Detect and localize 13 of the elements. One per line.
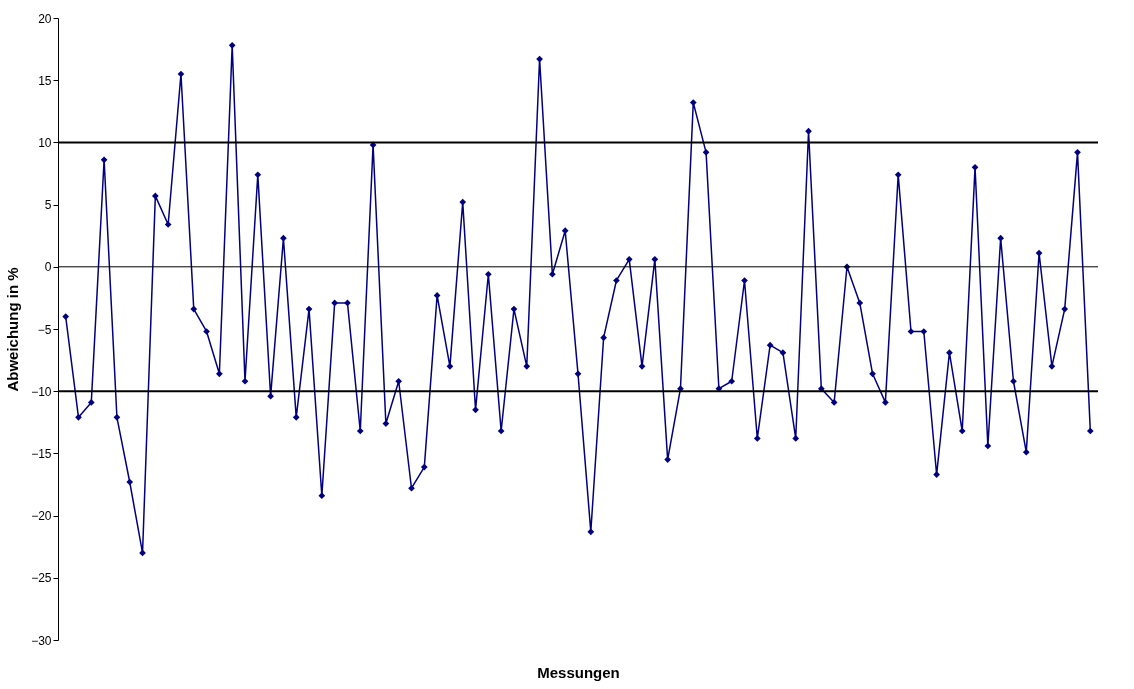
- y-tick-label: 15: [38, 73, 52, 88]
- y-tick-label: −25: [31, 571, 52, 586]
- y-tick-label: −20: [31, 509, 52, 524]
- y-tick-label: 20: [38, 11, 52, 26]
- y-axis-title: Abweichung in %: [4, 267, 22, 392]
- y-tick-label: 10: [38, 135, 52, 150]
- y-tick-label: −15: [31, 446, 52, 461]
- y-tick-label: −5: [37, 322, 52, 337]
- y-tick-label: 0: [44, 260, 52, 275]
- x-axis-title: Messungen: [537, 663, 620, 681]
- y-tick-label: −10: [31, 384, 52, 399]
- y-tick-label: −30: [31, 633, 52, 648]
- y-tick-label: 5: [44, 198, 52, 213]
